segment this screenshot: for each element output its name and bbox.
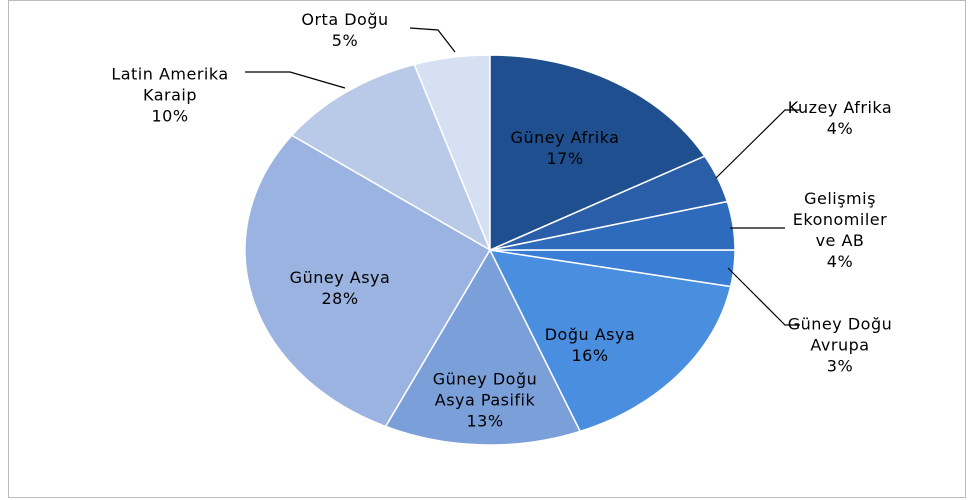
chart-frame — [8, 0, 966, 498]
slice-label: Kuzey Afrika 4% — [775, 97, 905, 139]
value-label: 17% — [546, 149, 584, 168]
category-label: Güney Asya — [289, 268, 391, 287]
pie-slice — [488, 249, 732, 433]
category-label: Doğu Asya — [544, 325, 636, 344]
category-label: Latin Amerika Karaip — [111, 64, 229, 105]
pie-slice — [489, 54, 706, 252]
value-label: 5% — [331, 31, 359, 50]
value-label: 13% — [466, 411, 504, 431]
slice-label: Orta Doğu 5% — [285, 9, 405, 51]
value-label: 4% — [826, 252, 854, 271]
slice-label: Güney Afrika 17% — [490, 127, 640, 169]
leader-line — [245, 71, 346, 89]
pie-slice — [290, 63, 492, 252]
slice-label: Latin Amerika Karaip 10% — [95, 64, 245, 127]
pie-slice — [384, 248, 582, 446]
category-label: Gelişmiş Ekonomiler ve AB — [792, 189, 888, 250]
value-label: 3% — [826, 356, 854, 376]
leader-line — [715, 109, 800, 179]
pie-slice — [244, 134, 492, 428]
value-label: 16% — [571, 346, 609, 365]
category-label: Güney Afrika — [510, 128, 620, 147]
value-label: 4% — [826, 119, 854, 138]
category-label: Orta Doğu — [301, 10, 389, 29]
value-label: 28% — [321, 289, 359, 308]
slice-label: Güney Doğu Asya Pasifik 13% — [418, 369, 553, 432]
leader-line — [409, 27, 456, 53]
category-label: Kuzey Afrika — [787, 98, 893, 117]
slice-label: Doğu Asya 16% — [525, 324, 655, 366]
category-label: Güney Doğu Asya Pasifik — [432, 369, 538, 410]
slice-label: Güney Doğu Avrupa 3% — [783, 314, 898, 377]
slice-label: Gelişmiş Ekonomiler ve AB 4% — [788, 188, 893, 272]
category-label: Güney Doğu Avrupa — [787, 314, 893, 355]
leader-line — [727, 267, 800, 326]
slice-label: Güney Asya 28% — [275, 267, 405, 309]
value-label: 10% — [151, 106, 189, 126]
